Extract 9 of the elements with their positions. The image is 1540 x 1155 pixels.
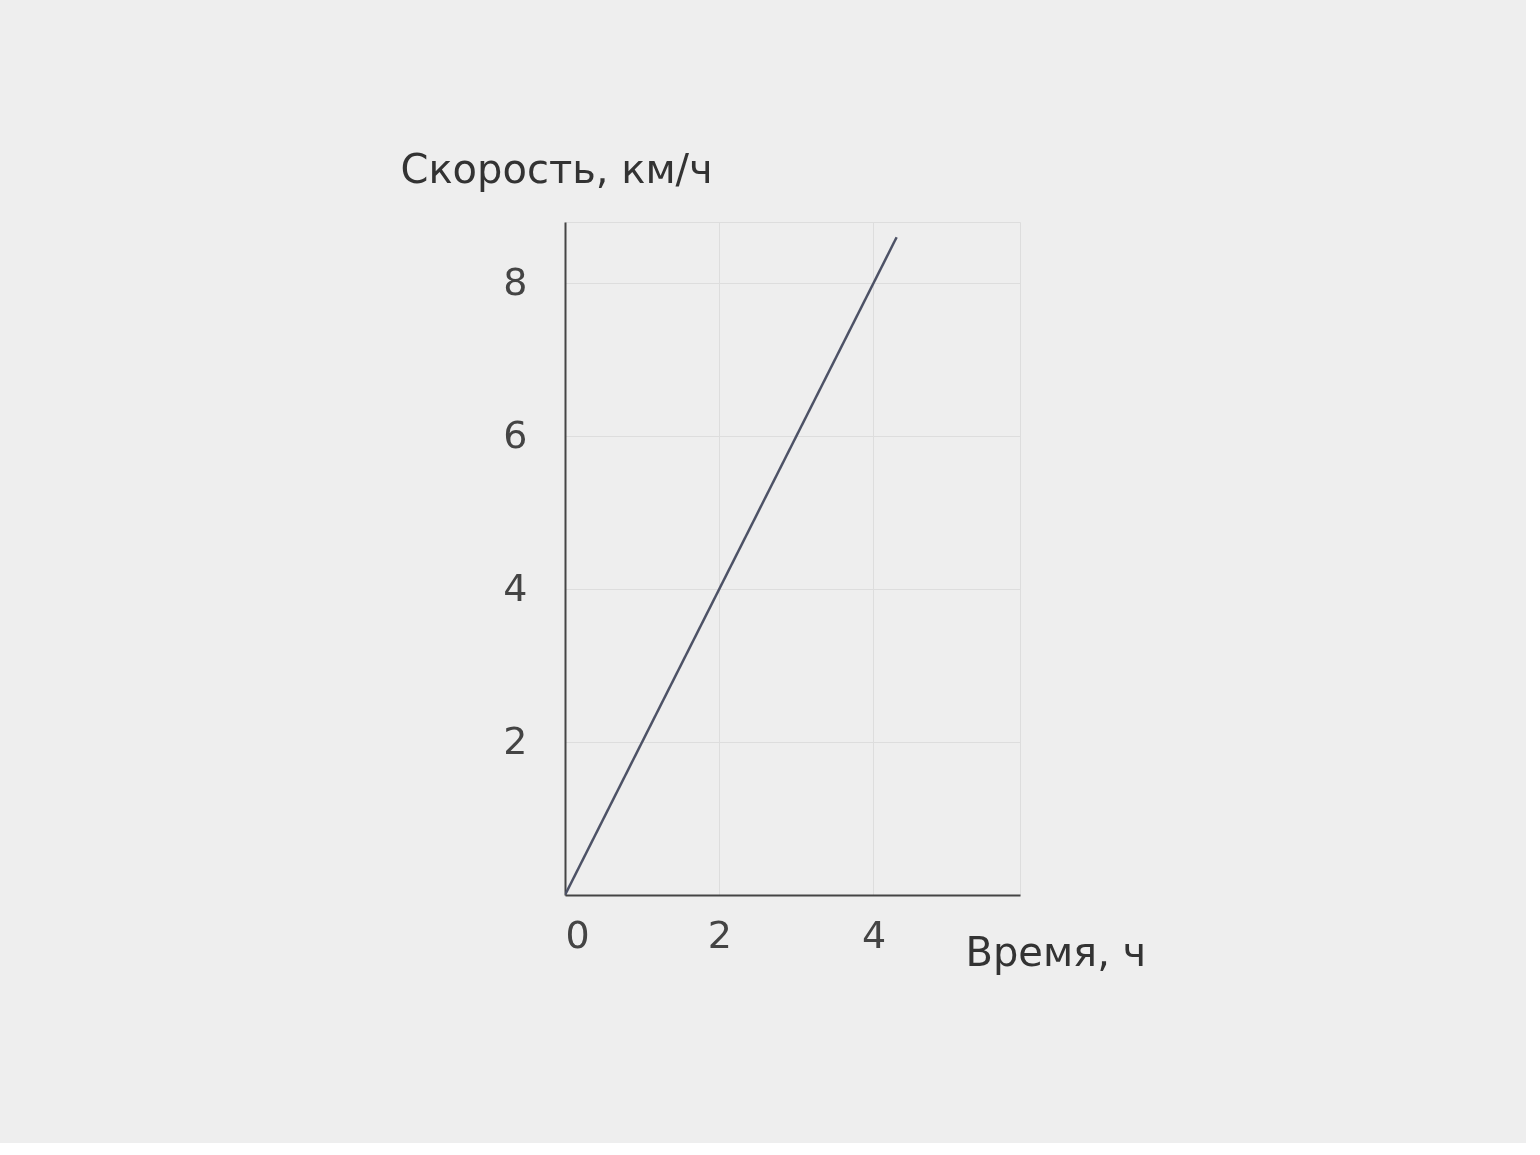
- x-axis-title: Время, ч: [965, 928, 1147, 975]
- y-axis-title: Скорость, км/ч: [400, 145, 713, 192]
- y-tick-label: 2: [503, 718, 528, 763]
- x-tick-label: 2: [707, 912, 732, 957]
- y-tick-label: 4: [503, 565, 528, 610]
- x-tick-label: 4: [861, 912, 887, 957]
- x-tick-label: 0: [565, 912, 590, 957]
- y-tick-label: 6: [503, 412, 528, 457]
- y-tick-label: 8: [503, 259, 528, 304]
